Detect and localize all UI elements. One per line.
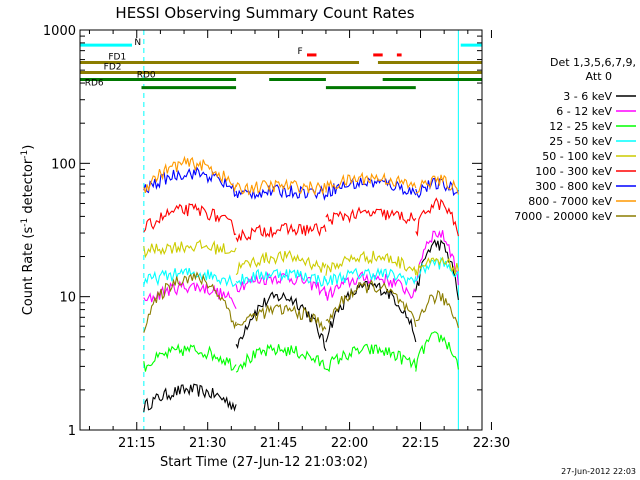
footer-date: 27-Jun-2012 22:03: [561, 467, 636, 476]
y-tick-label: 1000: [43, 24, 76, 39]
chart-title: HESSI Observing Summary Count Rates: [115, 4, 414, 22]
series-line: [143, 256, 459, 288]
status-label-f: F: [298, 47, 303, 57]
legend-entry-label: 3 - 6 keV: [563, 90, 612, 103]
x-tick-label: 21:15: [118, 436, 155, 451]
x-tick-label: 21:45: [260, 436, 297, 451]
series-line: [143, 271, 459, 333]
plot-frame: [79, 29, 483, 431]
legend-entry-label: 100 - 300 keV: [535, 165, 612, 178]
legend-title-1: Det 1,3,5,6,7,9,: [550, 56, 636, 69]
series-line: [143, 238, 459, 412]
x-tick-label: 21:30: [189, 436, 226, 451]
status-label-n: N: [134, 38, 141, 48]
legend-entry-label: 800 - 7000 keV: [528, 195, 612, 208]
x-axis-label: Start Time (27-Jun-12 21:03:02): [160, 455, 368, 470]
legend-title-2: Att 0: [586, 70, 612, 83]
legend-entry-label: 300 - 800 keV: [535, 180, 612, 193]
series-line: [143, 166, 459, 201]
x-tick-label: 22:30: [473, 436, 510, 451]
status-label-fd1: FD1: [108, 53, 126, 63]
legend-entry-label: 6 - 12 keV: [556, 105, 612, 118]
legend-entry-label: 12 - 25 keV: [549, 120, 612, 133]
legend-entry-label: 25 - 50 keV: [549, 135, 612, 148]
x-tick-label: 22:00: [331, 436, 368, 451]
status-label-rd6: RD6: [85, 78, 104, 88]
status-label-fd2: FD2: [104, 63, 122, 73]
series-line: [143, 239, 459, 276]
series-line: [143, 197, 459, 243]
legend-entry-label: 7000 - 20000 keV: [514, 210, 612, 223]
legend: Det 1,3,5,6,7,9, Att 0 3 - 6 keV 6 - 12 k…: [514, 56, 636, 223]
x-tick-label: 22:15: [402, 436, 439, 451]
status-label-rd0: RD0: [137, 71, 156, 81]
series-line: [143, 155, 459, 196]
series-line: [143, 331, 459, 373]
y-tick-label: 1: [68, 424, 76, 439]
axes: 21:15 21:30 21:45 22:00 22:15 22:30 1 10 100 1000: [43, 24, 510, 451]
y-tick-label: 10: [59, 291, 76, 306]
y-tick-label: 100: [51, 157, 76, 172]
y-axis-label: Count Rate (s-1 detector-1): [20, 145, 36, 316]
legend-entry-label: 50 - 100 keV: [542, 150, 612, 163]
